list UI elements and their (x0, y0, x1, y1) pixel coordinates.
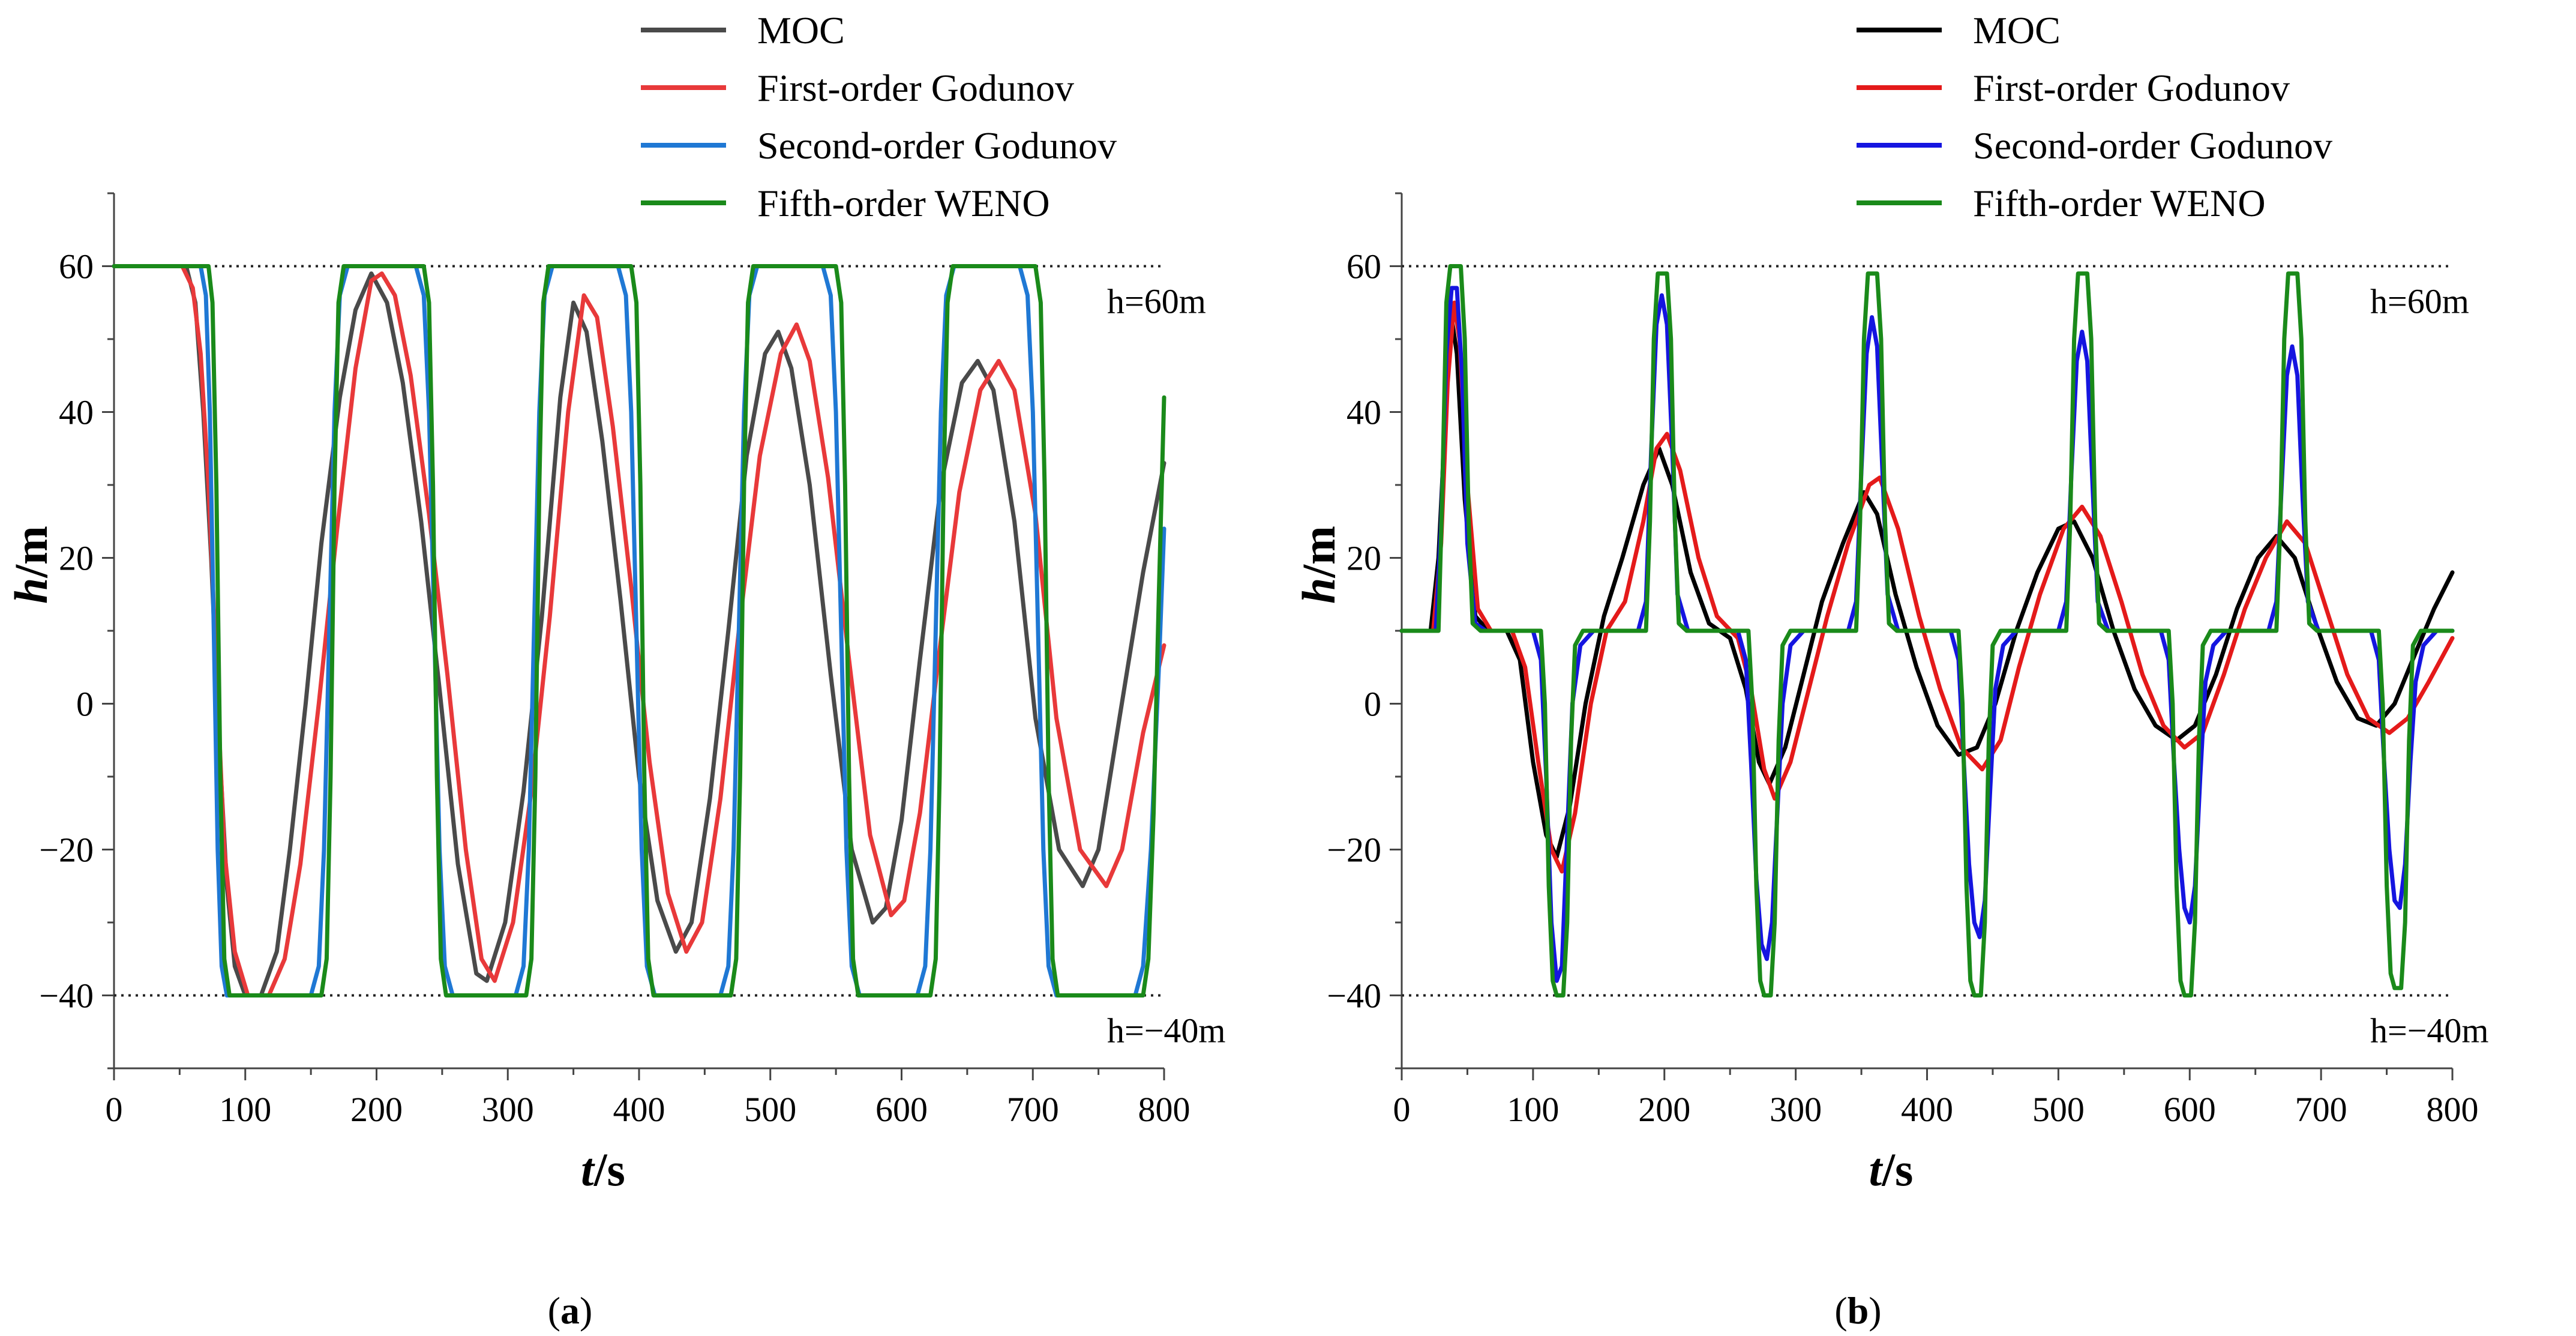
y-axis-variable: h (1293, 578, 1345, 604)
y-tick-label: −20 (39, 831, 94, 870)
series-line-moc (112, 264, 1166, 997)
panel-label: (b) (1834, 1289, 1881, 1332)
panel-label-close: ) (580, 1289, 592, 1332)
x-axis-unit: /s (593, 1143, 625, 1196)
x-tick-label: 400 (613, 1090, 665, 1129)
legend-label: Second-order Godunov (757, 124, 1117, 167)
reference-line-label: h=60m (2370, 282, 2469, 321)
y-tick-label: 20 (59, 539, 94, 578)
x-tick-label: 0 (106, 1090, 123, 1129)
series-line-moc (1399, 315, 2455, 859)
series-line-first-order-godunov (112, 264, 1166, 997)
x-tick-label: 300 (1770, 1090, 1822, 1129)
x-tick-label: 400 (1901, 1090, 1953, 1129)
y-axis-variable: h (5, 578, 57, 604)
legend-label: MOC (757, 9, 845, 52)
reference-line-label: h=60m (1107, 282, 1206, 321)
panel-label-open: ( (1834, 1289, 1847, 1332)
legend-label: First-order Godunov (757, 67, 1074, 109)
y-tick-label: 40 (1347, 393, 1381, 432)
panel-label-letter: b (1848, 1289, 1869, 1332)
y-tick-label: 60 (1347, 247, 1381, 286)
y-axis-unit: /m (5, 526, 57, 579)
x-tick-label: 200 (350, 1090, 403, 1129)
x-axis-unit: /s (1881, 1143, 1913, 1196)
legend-label: MOC (1973, 9, 2061, 52)
legend-label: Fifth-order WENO (757, 182, 1050, 224)
y-tick-label: −20 (1327, 831, 1381, 870)
x-tick-label: 500 (2032, 1090, 2085, 1129)
series-line-second-order-godunov (1399, 286, 2455, 983)
legend-label: First-order Godunov (1973, 67, 2290, 109)
y-axis-title: h/m (1293, 526, 1345, 604)
y-tick-label: −40 (39, 976, 94, 1016)
x-tick-label: 600 (2164, 1090, 2216, 1129)
x-tick-label: 100 (1507, 1090, 1559, 1129)
legend-label: Fifth-order WENO (1973, 182, 2266, 224)
series-line-first-order-godunov (1399, 300, 2455, 874)
y-tick-label: 0 (1364, 685, 1381, 724)
panel-label-open: ( (548, 1289, 560, 1332)
reference-line-label: h=−40m (1107, 1011, 1226, 1050)
x-axis-variable: t (581, 1143, 595, 1196)
series-line-fifth-order-weno (1399, 264, 2455, 997)
x-axis-title: t/s (581, 1143, 625, 1196)
y-tick-label: 0 (76, 685, 94, 724)
legend-label: Second-order Godunov (1973, 124, 2332, 167)
series-line-fifth-order-weno (112, 264, 1166, 997)
x-axis-title: t/s (1869, 1143, 1914, 1196)
y-tick-label: 60 (59, 247, 94, 286)
y-tick-label: 40 (59, 393, 94, 432)
x-tick-label: 200 (1638, 1090, 1690, 1129)
x-tick-label: 800 (2427, 1090, 2479, 1129)
x-tick-label: 700 (2295, 1090, 2347, 1129)
x-tick-label: 100 (219, 1090, 271, 1129)
x-tick-label: 300 (482, 1090, 534, 1129)
panel-label-letter: a (560, 1289, 580, 1332)
x-tick-label: 800 (1138, 1090, 1190, 1129)
x-axis-variable: t (1869, 1143, 1884, 1196)
y-axis-unit: /m (1293, 526, 1345, 579)
y-tick-label: 20 (1347, 539, 1381, 578)
x-tick-label: 600 (875, 1090, 928, 1129)
x-tick-label: 0 (1393, 1090, 1411, 1129)
chart-panel-b: 0 100 200 300 400 500 600 700 800 −40 −20 0 20 40 60 h=… (1293, 9, 2489, 1332)
chart-panel-a: 0 100 200 300 400 500 600 700 800 −40 −20 0 20 40 60 h=… (5, 9, 1226, 1332)
y-tick-label: −40 (1327, 976, 1381, 1016)
panel-label: (a) (548, 1289, 593, 1332)
x-tick-label: 500 (744, 1090, 796, 1129)
panel-label-close: ) (1869, 1289, 1881, 1332)
y-axis-title: h/m (5, 526, 57, 604)
x-tick-label: 700 (1007, 1090, 1059, 1129)
reference-line-label: h=−40m (2370, 1011, 2489, 1050)
